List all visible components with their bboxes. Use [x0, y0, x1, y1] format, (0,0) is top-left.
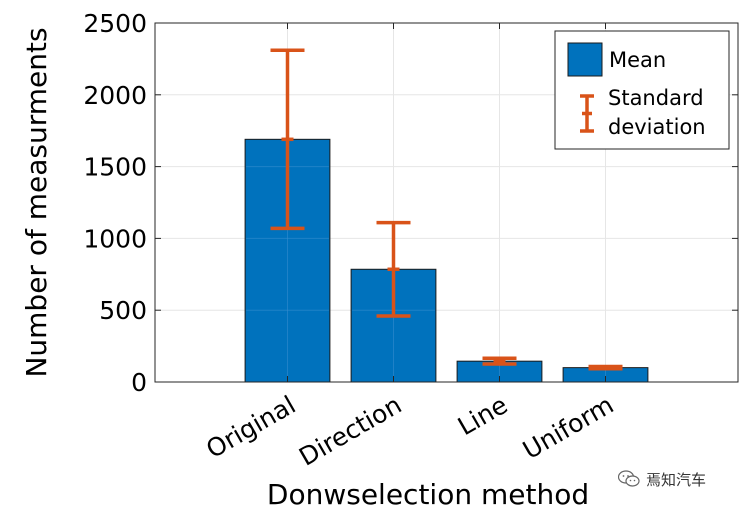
error-bar-original: [270, 48, 305, 231]
legend-swatch-mean: [567, 42, 603, 77]
legend-label-std: Standard deviation: [608, 86, 706, 139]
watermark: 焉知汽车: [617, 468, 707, 490]
y-tick-label: 2500: [83, 9, 147, 38]
y-tick-label: 500: [99, 296, 147, 325]
error-bar-uniform: [588, 364, 623, 371]
wechat-icon: [617, 470, 640, 488]
x-tick-label-original: Original: [201, 390, 300, 464]
x-tick-label-uniform: Uniform: [518, 390, 619, 465]
legend-label-mean: Mean: [609, 48, 666, 72]
y-tick-label: 1000: [83, 224, 147, 253]
y-ticks: 0 500 1000 1500 2000 2500: [83, 9, 738, 397]
legend-swatch-std: [580, 94, 594, 133]
y-tick-label: 0: [131, 368, 147, 397]
x-tick-label-line: Line: [453, 390, 513, 441]
error-bars: [270, 48, 623, 371]
watermark-text: 焉知汽车: [646, 470, 707, 489]
y-tick-label: 1500: [83, 153, 147, 182]
y-tick-label: 2000: [83, 81, 147, 110]
bars: [244, 138, 649, 383]
legend-label-std-line2: deviation: [608, 115, 706, 139]
axes-box: [154, 22, 739, 383]
error-bar-line: [482, 356, 517, 366]
y-axis-label: Number of measurments: [20, 27, 53, 377]
legend-label-std-line1: Standard: [608, 86, 704, 110]
error-bar-direction: [376, 220, 411, 318]
legend: Mean Standard deviation: [554, 30, 730, 150]
x-axis-label: Donwselection method: [267, 478, 589, 511]
x-tick-label-direction: Direction: [294, 390, 406, 472]
